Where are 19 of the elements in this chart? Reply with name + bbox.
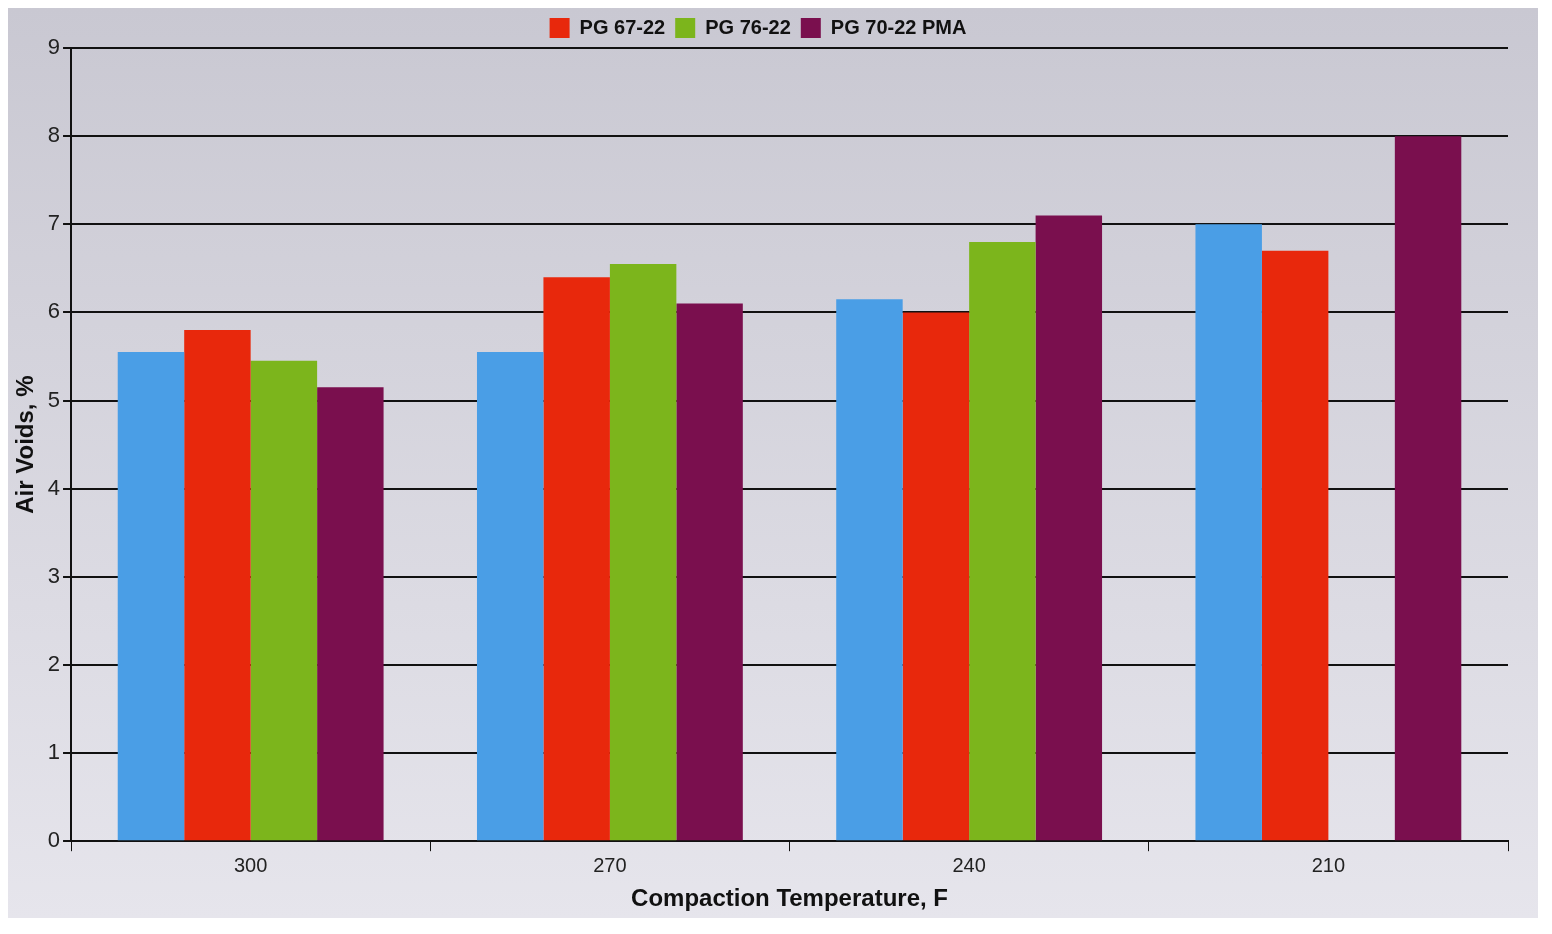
y-tick-label: 1	[47, 739, 61, 765]
y-axis-title: Air Voids, %	[11, 375, 39, 514]
legend-label: PG 70-22 PMA	[830, 15, 967, 38]
y-tick-label: 5	[47, 386, 61, 412]
legend-label: PG 67-22	[579, 15, 666, 38]
y-tick-label: 8	[47, 122, 61, 148]
y-tick-label: 7	[47, 210, 61, 236]
y-tick-label: 2	[47, 651, 61, 676]
y-tick-label: 9	[47, 34, 61, 60]
x-tick-label: 270	[593, 853, 627, 876]
x-axis-title: Compaction Temperature, F	[631, 884, 948, 912]
y-tick-label: 0	[47, 827, 61, 853]
legend-label: PG 76-22	[705, 15, 791, 38]
y-tick-label: 4	[47, 474, 61, 500]
x-tick-label: 210	[1311, 853, 1346, 876]
x-tick-label: 240	[952, 853, 986, 876]
y-tick-label: 3	[47, 562, 61, 588]
y-tick-label: 6	[47, 298, 61, 324]
x-tick-label: 300	[233, 853, 268, 876]
